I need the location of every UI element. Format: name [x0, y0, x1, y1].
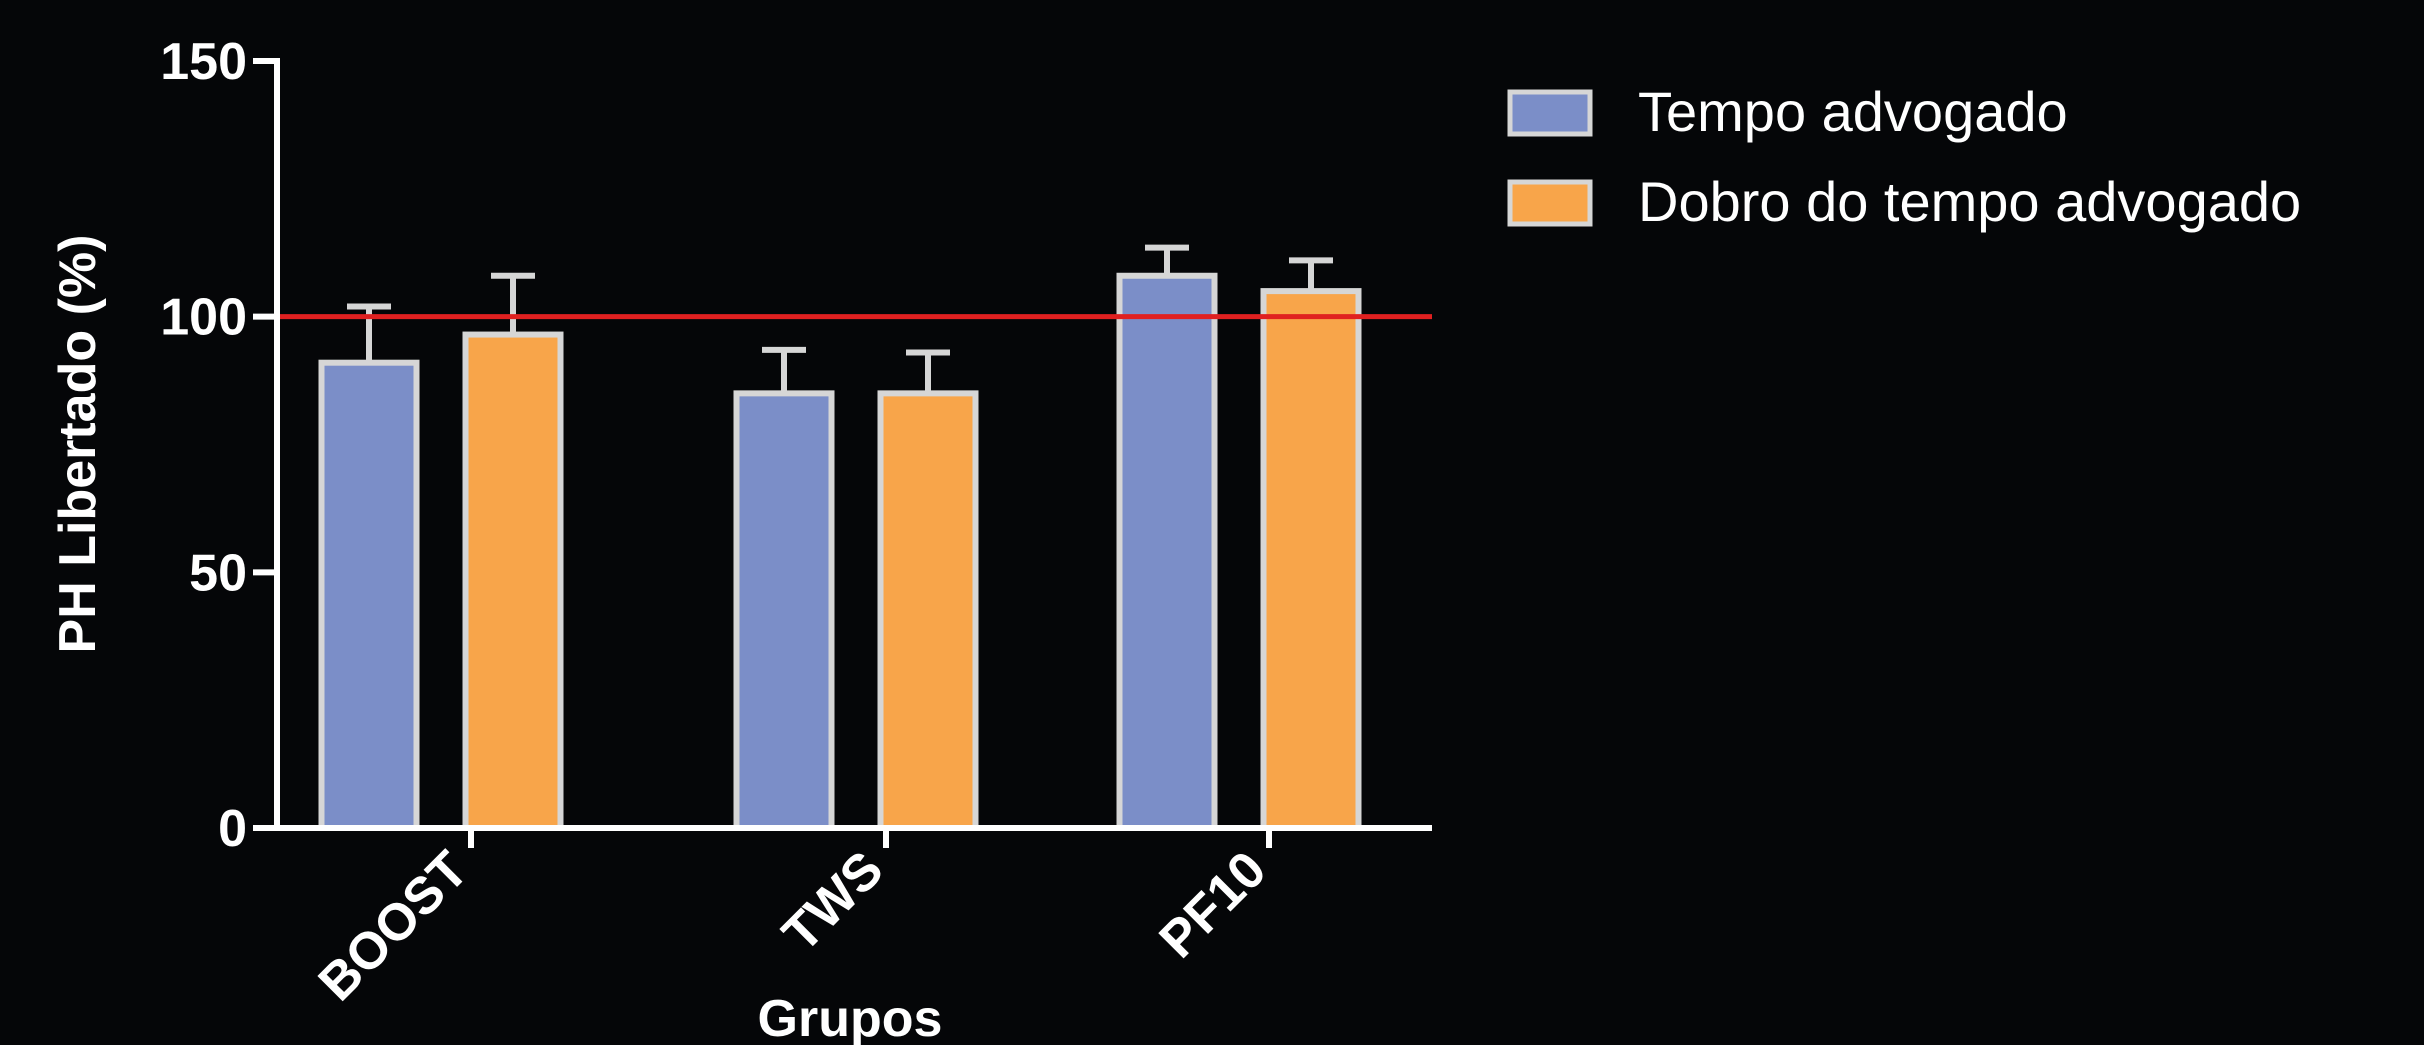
bar-pf10-series-1 — [1116, 272, 1218, 831]
legend-label-series-1: Tempo advogado — [1638, 80, 2068, 143]
bar-tws-series-2 — [877, 390, 979, 831]
y-tick-label-100: 100 — [160, 289, 247, 347]
x-axis-label: Grupos — [758, 990, 943, 1045]
x-tick-label-tws: TWS — [772, 840, 895, 963]
y-tick-label-150: 150 — [160, 33, 247, 91]
y-tick-label-0: 0 — [218, 800, 247, 858]
x-tick-label-pf10: PF10 — [1149, 840, 1278, 969]
bar-pf10-series-2 — [1260, 288, 1362, 832]
y-axis-label: PH Libertado (%) — [49, 235, 107, 654]
x-tick-label-boost: BOOST — [308, 840, 480, 1012]
legend-swatch-series-2 — [1507, 179, 1593, 227]
bar-boost-series-1 — [318, 359, 420, 831]
legend-swatch-series-1 — [1507, 89, 1593, 137]
legend-label-series-2: Dobro do tempo advogado — [1638, 170, 2301, 233]
errorbars-layer — [347, 244, 1333, 394]
legend: Tempo advogado Dobro do tempo advogado — [1507, 80, 2301, 233]
bars-layer — [318, 272, 1362, 832]
bar-boost-series-2 — [462, 331, 564, 831]
y-tick-label-50: 50 — [189, 544, 247, 602]
bar-tws-series-1 — [733, 390, 835, 831]
